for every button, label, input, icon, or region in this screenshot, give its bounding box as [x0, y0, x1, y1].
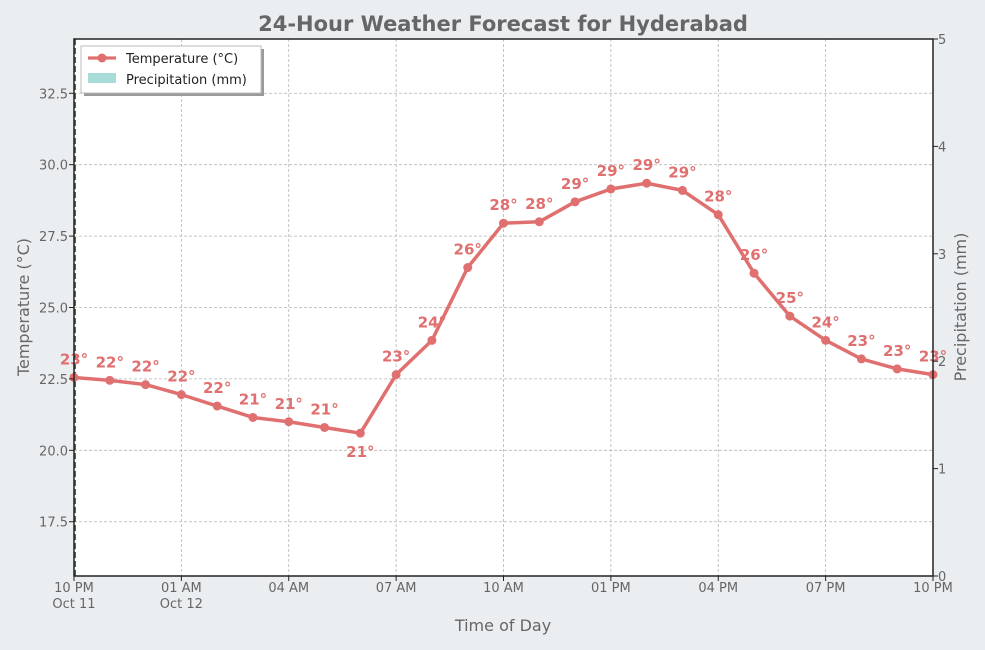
y2-tick-label: 2: [938, 355, 946, 370]
temperature-data-label: 26°: [740, 246, 768, 264]
temperature-point: [141, 380, 151, 390]
temperature-point: [749, 268, 759, 278]
temperature-data-label: 23°: [883, 342, 911, 360]
y2-tick-label: 1: [938, 463, 946, 478]
x-tick-label: 04 PM: [698, 581, 738, 596]
temperature-point: [355, 428, 365, 438]
temperature-data-label: 29°: [668, 163, 696, 181]
x-tick-label: 10 AM: [483, 581, 524, 596]
temperature-point: [212, 401, 222, 411]
y-tick-label: 25.0: [39, 302, 68, 317]
y2-tick-label: 3: [938, 248, 946, 263]
temperature-data-label: 29°: [561, 175, 589, 193]
temperature-point: [499, 218, 508, 228]
x-tick-label: 01 AM Oct 12: [160, 581, 203, 612]
x-tick-label-line: 10 PM: [54, 581, 94, 596]
temperature-point: [642, 178, 652, 188]
temperature-data-label: 23°: [847, 332, 875, 350]
x-tick-label-line: 07 PM: [806, 581, 846, 596]
y-tick-label: 17.5: [39, 516, 68, 531]
x-tick-label: 10 PM: [913, 581, 953, 596]
chart-title: 24-Hour Weather Forecast for Hyderabad: [258, 12, 748, 36]
temperature-point: [892, 364, 902, 374]
temperature-data-label: 21°: [239, 390, 267, 408]
temperature-point: [606, 184, 616, 194]
temperature-point: [463, 263, 473, 273]
temperature-point: [534, 217, 544, 227]
temperature-point: [284, 417, 294, 427]
x-tick-label-line: Oct 12: [160, 597, 203, 612]
temperature-point: [248, 412, 258, 422]
x-tick-label: 07 PM: [806, 581, 846, 596]
temperature-data-label: 21°: [310, 400, 338, 418]
temperature-data-label: 21°: [346, 443, 374, 461]
y2-tick-label: 0: [938, 570, 946, 585]
x-tick-label-line: 01 AM: [161, 581, 202, 596]
temperature-data-label: 21°: [275, 395, 303, 413]
temperature-point: [713, 210, 723, 220]
legend-precipitation-swatch: [88, 73, 116, 83]
temperature-data-label: 23°: [382, 348, 410, 366]
y-tick-label: 27.5: [39, 230, 68, 245]
y-tick-label: 32.5: [39, 87, 68, 102]
x-tick-label-line: 10 AM: [483, 581, 524, 596]
temperature-data-label: 28°: [489, 196, 517, 214]
x-tick-label: 04 AM: [268, 581, 309, 596]
y-axis-ticks: 17.5 20.0 22.5 25.0 27.5 30.0 32.5: [39, 87, 74, 531]
temperature-point: [856, 354, 866, 364]
y-tick-label: 30.0: [39, 159, 68, 174]
temperature-point: [427, 335, 437, 345]
data-labels: 23° 22° 22° 22° 22° 21° 21° 21° 21° 23° 24° 26° 28° 2…: [60, 156, 947, 461]
temperature-data-label: 22°: [167, 368, 195, 386]
x-tick-label: 10 PM Oct 11: [52, 581, 95, 612]
x-tick-label-line: 10 PM: [913, 581, 953, 596]
x-tick-label-line: Oct 11: [52, 597, 95, 612]
x-tick-label-line: 01 PM: [591, 581, 631, 596]
temperature-data-label: 24°: [418, 313, 446, 331]
x-tick-label-line: 04 AM: [268, 581, 309, 596]
x-axis-title: Time of Day: [454, 616, 551, 635]
temperature-point: [105, 375, 115, 385]
temperature-data-label: 22°: [96, 353, 124, 371]
legend-box: [80, 45, 262, 94]
y2-tick-label: 5: [938, 33, 946, 48]
temperature-data-label: 26°: [454, 241, 482, 259]
y2-axis-title: Precipitation (mm): [951, 233, 970, 382]
temperature-data-label: 28°: [525, 195, 553, 213]
legend: Temperature (°C) Precipitation (mm): [80, 45, 264, 96]
temperature-data-label: 24°: [811, 313, 839, 331]
y-tick-label: 20.0: [39, 444, 68, 459]
temperature-data-label: 22°: [203, 379, 231, 397]
temperature-data-label: 25°: [776, 289, 804, 307]
temperature-point: [570, 197, 580, 207]
x-tick-label: 01 PM: [591, 581, 631, 596]
y2-tick-label: 4: [938, 140, 946, 155]
temperature-point: [391, 370, 401, 380]
temperature-data-label: 29°: [597, 162, 625, 180]
legend-temperature-label: Temperature (°C): [125, 52, 238, 67]
temperature-data-label: 29°: [632, 156, 660, 174]
temperature-point: [176, 390, 186, 400]
legend-temperature-marker: [97, 53, 107, 63]
temperature-data-label: 28°: [704, 188, 732, 206]
temperature-point: [821, 335, 831, 345]
temperature-point: [677, 185, 687, 195]
y-tick-label: 22.5: [39, 373, 68, 388]
temperature-point: [320, 422, 330, 432]
temperature-data-label: 22°: [131, 358, 159, 376]
x-tick-label-line: 04 PM: [698, 581, 738, 596]
temperature-point: [785, 311, 795, 321]
x-tick-label: 07 AM: [376, 581, 417, 596]
y2-axis-ticks: 0 1 2 3 4 5: [933, 33, 946, 585]
x-tick-label-line: 07 AM: [376, 581, 417, 596]
legend-precipitation-label: Precipitation (mm): [126, 73, 247, 88]
y-axis-title: Temperature (°C): [14, 238, 33, 377]
